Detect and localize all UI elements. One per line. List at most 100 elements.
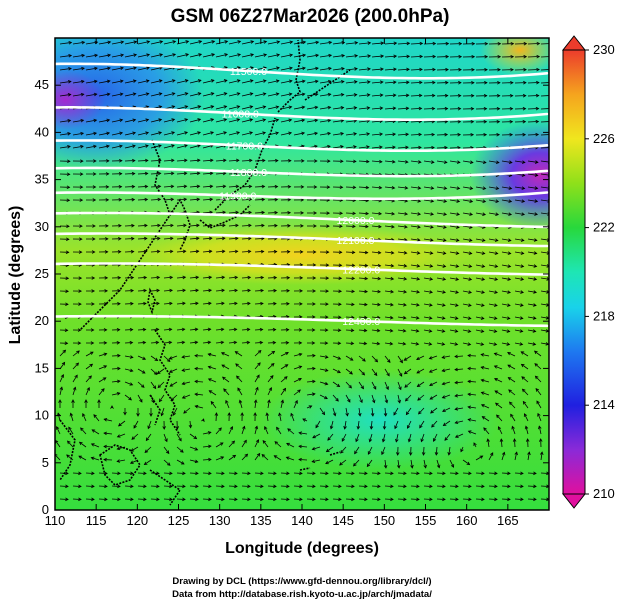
wind-vector-head [143,484,147,489]
wind-vector [202,237,212,240]
wind-vector [436,225,447,228]
wind-vector-head [67,132,72,136]
wind-vector-head [169,275,174,280]
wind-vector-head [389,328,394,333]
x-tick-label: 135 [250,513,272,528]
wind-vector-head [520,238,525,242]
wind-vector-head [416,251,421,255]
wind-vector-head [248,210,253,215]
wind-vector-head [429,277,434,281]
wind-vector [111,119,123,123]
wind-vector-head [445,41,450,46]
wind-vector-head [470,106,475,111]
wind-vector [540,173,549,176]
wind-vector-head [90,341,95,345]
wind-vector [215,485,225,487]
wind-vector-head [256,452,261,457]
wind-vector-head [183,197,188,202]
contour-labels: 11500.011600.011700.011800.011900.012000… [219,66,380,328]
wind-vector [189,250,199,253]
wind-vector [150,250,160,253]
wind-vector-head [81,66,85,71]
wind-vector [514,173,525,176]
wind-vector-head [514,451,518,456]
wind-vector [182,355,191,358]
wind-vector [228,289,238,292]
wind-vector-head [481,251,486,255]
wind-vector-head [273,497,277,502]
wind-vector-head [402,329,407,333]
wind-vector-head [66,454,70,458]
wind-vector [454,355,464,357]
wind-vector-head [432,67,436,72]
wind-vector [481,379,490,383]
wind-vector [436,212,447,215]
wind-vector-head [91,250,96,254]
wind-vector [254,498,264,500]
wind-vector-head [510,54,515,59]
wind-vector [449,472,459,474]
wind-vector-head [220,352,225,356]
wind-vector-head [469,160,474,164]
wind-vector [150,381,157,389]
wind-vector [488,251,498,254]
wind-vector [423,264,433,267]
wind-vector [345,107,357,110]
wind-vector-head [393,80,397,85]
wind-vector-head [264,425,268,430]
wind-vector-head [262,158,266,163]
wind-vector [137,225,148,227]
wind-vector [527,342,536,345]
wind-vector-head [159,40,164,44]
wind-vector [540,147,549,149]
wind-vector-head [369,426,374,430]
wind-vector [410,251,420,254]
wind-vector-head [301,79,306,84]
wind-vector [319,485,329,487]
wind-vector [488,303,498,306]
wind-vector-head [393,411,397,416]
wind-vector [319,67,332,71]
wind-vector-head [142,327,147,332]
wind-vector-head [195,236,200,241]
wind-vector [500,438,503,448]
wind-vector-head [143,461,148,466]
wind-vector [312,459,321,463]
wind-vector-head [509,119,514,124]
wind-vector [215,211,226,214]
wind-vector [189,185,200,188]
wind-vector-head [341,438,345,442]
wind-vector [358,81,370,84]
wind-vector-head [442,277,447,281]
wind-vector-head [361,371,366,376]
wind-vector [507,364,516,370]
wind-vector-head [308,405,313,409]
wind-vector-head [481,290,485,294]
wind-vector-head [377,263,382,268]
wind-vector-head [119,158,123,163]
wind-vector-head [171,131,176,135]
wind-vector-head [194,327,199,332]
wind-vector [540,498,549,500]
wind-vector [150,185,161,188]
wind-vector [371,146,383,149]
wind-vector-head [404,225,408,229]
wind-vector-head [428,329,433,333]
wind-vector-head [486,438,490,443]
wind-vector-head [363,341,368,346]
wind-vector [462,459,470,465]
wind-vector [332,81,344,84]
wind-vector-head [183,184,188,189]
wind-vector-head [300,224,304,228]
wind-vector [298,445,308,448]
wind-vector-head [365,159,370,164]
wind-vector [55,440,61,448]
wind-vector [332,407,336,416]
wind-vector [436,277,446,280]
contour-label: 12000.0 [337,215,375,227]
wind-vector [514,329,523,332]
wind-vector-head [364,263,369,268]
wind-vector-head [156,370,161,375]
wind-vector [475,472,485,474]
wind-vector-head [299,484,303,489]
